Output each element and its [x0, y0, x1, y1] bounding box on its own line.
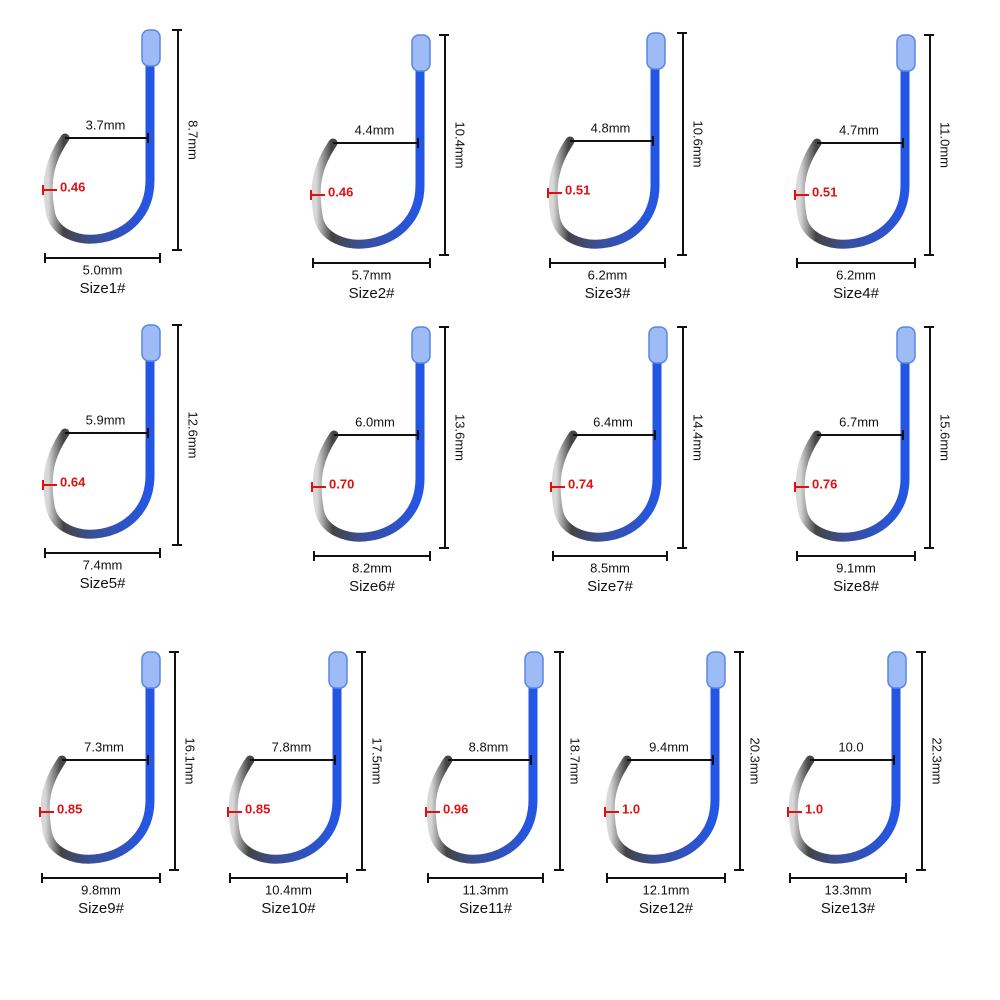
size-label: Size3# — [585, 285, 632, 302]
hook-eye — [706, 651, 726, 689]
length-label: 16.1mm — [183, 738, 198, 785]
hook-body — [788, 682, 901, 864]
size-label: Size10# — [261, 900, 316, 917]
length-label: 11.0mm — [938, 122, 953, 168]
hook-body — [605, 682, 720, 864]
hook-eye — [524, 651, 544, 689]
gap-label: 5.9mm — [86, 412, 126, 427]
hook-eye — [411, 34, 431, 72]
gap-label: 4.4mm — [355, 122, 395, 137]
width-label: 9.8mm — [81, 882, 121, 897]
length-label: 15.6mm — [938, 414, 953, 461]
length-label: 18.7mm — [568, 738, 583, 785]
hook-eye — [648, 326, 668, 364]
gap-label: 7.8mm — [272, 739, 312, 754]
width-label: 6.2mm — [588, 267, 628, 282]
width-label: 6.2mm — [836, 267, 876, 282]
size-label: Size6# — [349, 578, 396, 595]
wire-label: 0.85 — [245, 801, 270, 816]
gap-label: 6.7mm — [839, 414, 879, 429]
size-label: Size12# — [639, 900, 694, 917]
size-label: Size7# — [587, 578, 634, 595]
size-label: Size4# — [833, 285, 880, 302]
length-label: 10.6mm — [691, 121, 706, 168]
length-label: 10.4mm — [453, 122, 468, 169]
size-label: Size9# — [78, 900, 125, 917]
gap-label: 6.0mm — [355, 414, 395, 429]
size-label: Size1# — [80, 280, 127, 297]
width-label: 5.7mm — [352, 267, 392, 282]
length-label: 12.6mm — [186, 412, 201, 459]
size-label: Size5# — [80, 575, 127, 592]
width-label: 8.2mm — [352, 560, 392, 575]
gap-label: 7.3mm — [84, 739, 124, 754]
hook-eye — [141, 651, 161, 689]
length-label: 14.4mm — [691, 414, 706, 461]
hook-body — [548, 63, 660, 249]
hook-body — [795, 357, 910, 542]
hook-body — [228, 682, 342, 864]
width-label: 8.5mm — [590, 560, 630, 575]
gap-label: 9.4mm — [649, 739, 689, 754]
wire-label: 0.46 — [60, 179, 85, 194]
hook-body — [312, 357, 425, 542]
wire-label: 0.46 — [328, 184, 353, 199]
wire-label: 0.64 — [60, 474, 86, 489]
hook-body — [311, 65, 425, 249]
hook-eye — [896, 34, 916, 72]
wire-label: 1.0 — [805, 801, 823, 816]
size-label: Size2# — [349, 285, 396, 302]
length-label: 20.3mm — [748, 738, 763, 785]
gap-label: 3.7mm — [86, 117, 126, 132]
hook-body — [43, 60, 155, 244]
hook-eye — [411, 326, 431, 364]
size-label: Size8# — [833, 578, 880, 595]
hook-eye — [328, 651, 348, 689]
length-label: 13.6mm — [453, 414, 468, 461]
hook-eye — [887, 651, 907, 689]
hook-body — [551, 357, 662, 542]
length-label: 22.3mm — [930, 738, 945, 785]
wire-label: 0.74 — [568, 476, 594, 491]
wire-label: 0.51 — [812, 184, 837, 199]
width-label: 7.4mm — [83, 557, 123, 572]
width-label: 9.1mm — [836, 560, 876, 575]
length-label: 8.7mm — [186, 120, 201, 160]
width-label: 12.1mm — [643, 882, 690, 897]
wire-label: 0.85 — [57, 801, 82, 816]
width-label: 10.4mm — [265, 882, 312, 897]
wire-label: 0.51 — [565, 182, 590, 197]
hook-body — [795, 65, 910, 249]
hook-body — [43, 355, 155, 539]
gap-label: 10.0 — [838, 739, 863, 754]
wire-label: 1.0 — [622, 801, 640, 816]
size-label: Size13# — [821, 900, 876, 917]
gap-label: 4.8mm — [591, 120, 631, 135]
width-label: 5.0mm — [83, 262, 123, 277]
hook-eye — [141, 29, 161, 67]
wire-label: 0.96 — [443, 801, 468, 816]
wire-label: 0.70 — [329, 476, 354, 491]
hook-eye — [896, 326, 916, 364]
hook-body — [426, 682, 538, 864]
size-label: Size11# — [459, 900, 513, 917]
width-label: 13.3mm — [825, 882, 872, 897]
gap-label: 8.8mm — [469, 739, 509, 754]
width-label: 11.3mm — [463, 882, 509, 897]
length-label: 17.5mm — [370, 738, 385, 785]
gap-label: 6.4mm — [593, 414, 633, 429]
hook-body — [40, 682, 155, 864]
wire-label: 0.76 — [812, 476, 837, 491]
hook-eye — [646, 32, 666, 70]
gap-label: 4.7mm — [839, 122, 879, 137]
hook-eye — [141, 324, 161, 362]
